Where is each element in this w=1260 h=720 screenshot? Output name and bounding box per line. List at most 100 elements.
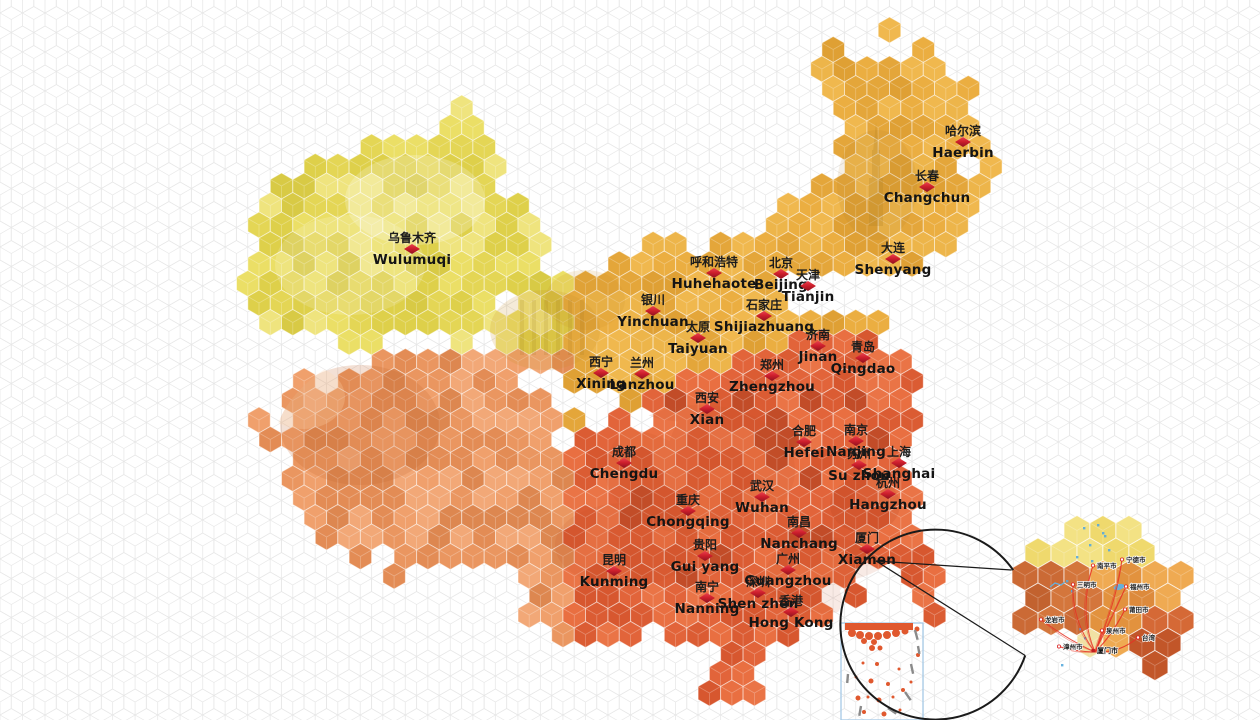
city-jinan[interactable]: 济南 Jinan bbox=[798, 327, 838, 365]
city-marker-diamond-icon bbox=[851, 460, 867, 470]
city-cn-label: 济南 bbox=[806, 327, 830, 342]
city-en-label: Shen zhen bbox=[718, 596, 799, 612]
inset-city-label[interactable]: 莆田市 bbox=[1123, 604, 1150, 615]
city-cn-label: 武汉 bbox=[750, 478, 775, 493]
city-cn-label: 贵阳 bbox=[693, 537, 717, 552]
inset-origin-dot bbox=[1091, 649, 1095, 653]
city-en-label: Beijing bbox=[754, 277, 808, 293]
city-yinchuan[interactable]: 银川 Yinchuan bbox=[616, 292, 689, 330]
city-cn-label: 南宁 bbox=[695, 579, 719, 594]
city-hangzhou[interactable]: 杭州 Hangzhou bbox=[849, 475, 927, 513]
city-chongqing[interactable]: 重庆 Chongqing bbox=[646, 492, 729, 530]
svg-text:宁德市: 宁德市 bbox=[1126, 555, 1146, 564]
city-cn-label: 南京 bbox=[844, 422, 868, 437]
city-en-label: Changchun bbox=[884, 190, 971, 206]
city-huhehaote[interactable]: 呼和浩特 Huhehaote bbox=[671, 254, 756, 292]
city-kunming[interactable]: 昆明 Kunming bbox=[580, 553, 649, 590]
city-cn-label: 呼和浩特 bbox=[690, 254, 738, 269]
city-en-label: Hefei bbox=[783, 445, 824, 461]
city-marker-diamond-icon bbox=[800, 281, 816, 291]
inset-city-dot bbox=[1123, 607, 1128, 612]
city-cn-label: 石家庄 bbox=[745, 297, 782, 312]
city-en-label: Kunming bbox=[580, 574, 649, 590]
inset-city-label[interactable]: 宁德市 bbox=[1120, 554, 1147, 565]
inset-city-label[interactable]: 南平市 bbox=[1091, 560, 1118, 571]
city-marker-diamond-icon bbox=[796, 437, 812, 447]
city-en-label: Lanzhou bbox=[609, 377, 674, 393]
city-guangzhou[interactable]: 广州 Guangzhou bbox=[744, 551, 831, 589]
inset-city-label[interactable]: 漳州市 bbox=[1057, 641, 1084, 652]
city-en-label: Haerbin bbox=[932, 145, 994, 161]
inset-city-dot bbox=[1091, 563, 1096, 568]
inset-city-dot bbox=[1039, 617, 1044, 622]
south-china-sea-inset-box bbox=[840, 622, 924, 720]
city-xining[interactable]: 西宁 Xining bbox=[576, 354, 626, 392]
city-wulumuqi[interactable]: 乌鲁木齐 Wulumuqi bbox=[373, 230, 451, 268]
city-marker-diamond-icon bbox=[885, 254, 901, 264]
city-en-label: Chongqing bbox=[646, 514, 729, 530]
city-en-label: Qingdao bbox=[831, 361, 896, 377]
city-en-label: Wuhan bbox=[735, 500, 789, 516]
city-cn-label: 太原 bbox=[686, 319, 710, 334]
city-cn-label: 天津 bbox=[796, 267, 820, 282]
city-cn-label: 乌鲁木齐 bbox=[388, 230, 437, 245]
inset-origin-label[interactable]: 厦门市 bbox=[1091, 645, 1119, 656]
svg-text:福州市: 福州市 bbox=[1129, 582, 1150, 591]
city-marker-diamond-icon bbox=[780, 565, 796, 575]
city-nanjing[interactable]: 南京 Nanjing bbox=[826, 422, 886, 460]
city-beijing[interactable]: 北京 Beijing bbox=[754, 255, 808, 293]
city-shijiazhuang[interactable]: 石家庄 Shijiazhuang bbox=[714, 297, 814, 335]
inset-city-label[interactable]: 三明市 bbox=[1071, 579, 1098, 590]
city-guiyang[interactable]: 贵阳 Gui yang bbox=[671, 537, 740, 575]
tower-silhouette bbox=[869, 122, 883, 226]
inset-city-label[interactable]: 台湾 bbox=[1136, 632, 1156, 643]
city-marker-diamond-icon bbox=[773, 269, 789, 279]
city-nanning[interactable]: 南宁 Nanning bbox=[675, 579, 740, 617]
city-chengdu[interactable]: 成都 Chengdu bbox=[590, 444, 659, 482]
inset-hex-tiles bbox=[1011, 514, 1195, 682]
city-taiyuan[interactable]: 太原 Taiyuan bbox=[668, 319, 728, 357]
city-marker-diamond-icon bbox=[706, 268, 722, 278]
inset-city-label[interactable]: 泉州市 bbox=[1100, 625, 1127, 636]
inset-city-dot bbox=[1100, 628, 1105, 633]
city-marker-diamond-icon bbox=[616, 458, 632, 468]
city-cn-label: 北京 bbox=[769, 255, 793, 270]
city-dalian[interactable]: 大连 Shenyang bbox=[855, 240, 932, 278]
city-marker-diamond-icon bbox=[754, 492, 770, 502]
city-en-label: Shenyang bbox=[855, 262, 932, 278]
inset-flight-routes bbox=[1040, 559, 1139, 653]
city-zhengzhou[interactable]: 郑州 Zhengzhou bbox=[729, 357, 815, 395]
city-marker-diamond-icon bbox=[750, 588, 766, 598]
city-marker-diamond-icon bbox=[919, 182, 935, 192]
city-marker-diamond-icon bbox=[697, 551, 713, 561]
city-marker-diamond-icon bbox=[404, 244, 420, 254]
city-cn-label: 上海 bbox=[887, 444, 911, 459]
city-hongkong[interactable]: 香港 Hong Kong bbox=[748, 593, 833, 631]
city-cn-label: 银川 bbox=[641, 292, 665, 307]
city-marker-diamond-icon bbox=[699, 404, 715, 414]
inset-city-label[interactable]: 福州市 bbox=[1124, 581, 1151, 592]
city-changchun[interactable]: 长春 Changchun bbox=[884, 168, 971, 206]
city-xian[interactable]: 西安 Xian bbox=[690, 390, 725, 428]
city-wuhan[interactable]: 武汉 Wuhan bbox=[735, 478, 789, 516]
city-en-label: Gui yang bbox=[671, 559, 740, 575]
city-marker-diamond-icon bbox=[880, 489, 896, 499]
city-suzhou[interactable]: 苏州 Su zhou bbox=[828, 446, 890, 484]
city-shanghai[interactable]: 上海 Shanghai bbox=[863, 444, 936, 482]
svg-text:南平市: 南平市 bbox=[1097, 561, 1117, 570]
city-tianjin[interactable]: 天津 Tianjin bbox=[782, 267, 835, 305]
svg-text:漳州市: 漳州市 bbox=[1063, 642, 1083, 651]
city-en-label: Jinan bbox=[798, 349, 838, 365]
inset-city-label[interactable]: 龙岩市 bbox=[1039, 614, 1066, 625]
city-cn-label: 青岛 bbox=[851, 339, 875, 354]
city-marker-diamond-icon bbox=[645, 306, 661, 316]
city-haerbin[interactable]: 哈尔滨 Haerbin bbox=[932, 123, 994, 161]
city-lanzhou[interactable]: 兰州 Lanzhou bbox=[609, 355, 674, 393]
city-nanchang[interactable]: 南昌 Nanchang bbox=[760, 514, 838, 552]
city-shenzhen[interactable]: 深圳 Shen zhen bbox=[718, 574, 799, 612]
city-cn-label: 深圳 bbox=[746, 574, 770, 589]
city-hefei[interactable]: 合肥 Hefei bbox=[783, 423, 824, 461]
city-qingdao[interactable]: 青岛 Qingdao bbox=[831, 339, 896, 377]
